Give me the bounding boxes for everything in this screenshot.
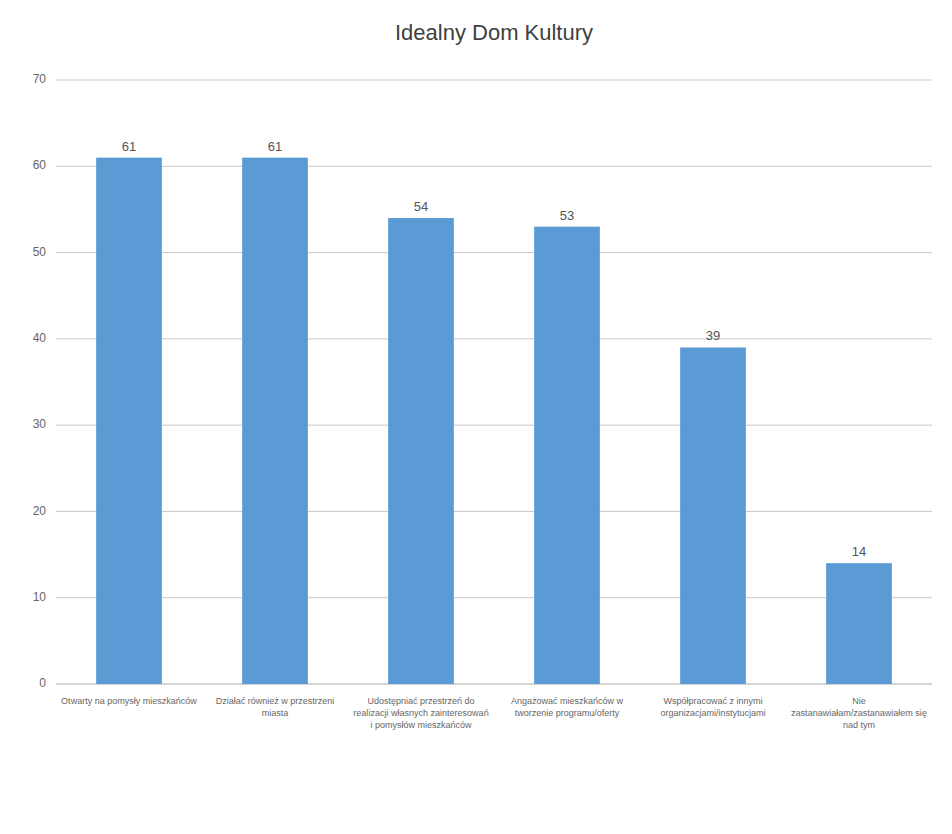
x-tick-label-line: tworzenie programu/oferty	[515, 708, 620, 718]
x-tick-label-line: organizacjami/instytucjami	[660, 708, 765, 718]
y-tick-label: 50	[33, 245, 47, 259]
x-tick-label-line: Otwarty na pomysły mieszkańców	[61, 696, 197, 706]
grid-line	[56, 252, 932, 253]
x-tick-label-line: Nie	[852, 696, 866, 706]
chart-container: Idealny Dom Kultury 0 10 20 30 40 50 60 70 61 61 54…	[0, 0, 952, 834]
background	[0, 0, 952, 834]
y-tick-labels: 0 10 20 30 40 50 60 70	[33, 72, 47, 690]
y-tick-label: 10	[33, 590, 47, 604]
bar	[96, 158, 162, 684]
data-label: 61	[122, 139, 136, 154]
page: {"chart_data": {"type": "bar", "title": …	[0, 0, 952, 834]
x-tick-label-line: Angażować mieszkańców w	[511, 696, 624, 706]
x-tick-labels: Otwarty na pomysły mieszkańców Działać ró…	[61, 696, 927, 730]
x-tick-label: Nie zastanawiałam/zastanawiałem się nad ty…	[791, 696, 927, 730]
x-tick-label: Angażować mieszkańców w tworzenie program…	[511, 696, 624, 718]
x-tick-label-line: miasta	[262, 708, 290, 718]
grid-line	[56, 338, 932, 339]
y-tick-label: 20	[33, 504, 47, 518]
grid-line	[56, 80, 932, 81]
bar	[242, 158, 308, 684]
bar	[534, 227, 600, 684]
data-label: 14	[852, 544, 866, 559]
title: Idealny Dom Kultury	[395, 20, 593, 45]
data-label: 53	[560, 208, 574, 223]
x-axis-line	[56, 684, 932, 685]
y-tick-label: 60	[33, 158, 47, 172]
x-tick-label: Udostępniać przestrzeń do realizacji włas…	[353, 696, 488, 730]
x-tick-label: Otwarty na pomysły mieszkańców	[61, 696, 197, 706]
data-label: 39	[706, 328, 720, 343]
y-tick-label: 40	[33, 331, 47, 345]
data-label: 54	[414, 199, 428, 214]
x-tick-label-line: i pomysłów mieszkańców	[370, 720, 472, 730]
data-label: 61	[268, 139, 282, 154]
x-tick-label: Współpracować z innymi organizacjami/inst…	[660, 696, 765, 718]
bar	[826, 563, 892, 684]
bar	[388, 218, 454, 684]
grid-line	[56, 425, 932, 426]
y-tick-label: 0	[39, 676, 46, 690]
bar	[680, 347, 746, 684]
grid-line	[56, 166, 932, 167]
grid-line	[56, 511, 932, 512]
x-tick-label-line: Działać również w przestrzeni	[216, 696, 335, 706]
data-labels: 61 61 54 53 39 14	[122, 139, 866, 560]
x-tick-label-line: Udostępniać przestrzeń do	[367, 696, 474, 706]
grid	[56, 80, 932, 684]
grid-line	[56, 684, 932, 685]
y-tick-label: 30	[33, 417, 47, 431]
x-tick-label-line: nad tym	[843, 720, 875, 730]
x-tick-label-line: realizacji własnych zainteresowań	[353, 708, 488, 718]
x-tick-label-line: zastanawiałam/zastanawiałem się	[791, 708, 927, 718]
y-tick-label: 70	[33, 72, 47, 86]
bars	[96, 158, 892, 684]
x-tick-label-line: Współpracować z innymi	[663, 696, 762, 706]
grid-line	[56, 597, 932, 598]
x-tick-label: Działać również w przestrzeni miasta	[216, 696, 335, 718]
chart-svg: Idealny Dom Kultury 0 10 20 30 40 50 60 70 61 61 54…	[0, 0, 952, 834]
